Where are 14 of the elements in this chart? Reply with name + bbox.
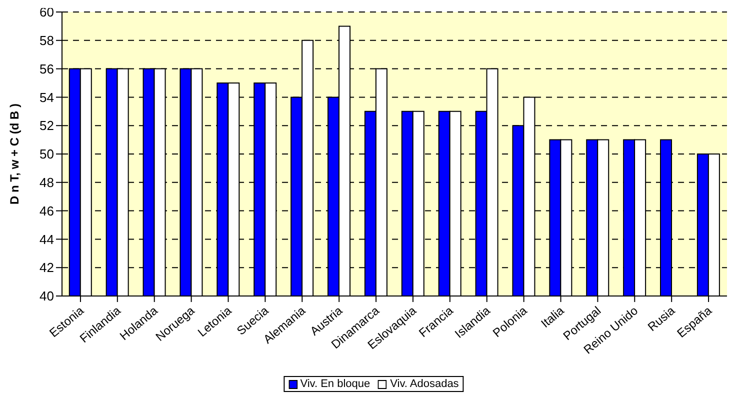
y-tick-label: 54 xyxy=(40,90,54,105)
y-tick-label: 40 xyxy=(40,288,54,304)
y-axis-title: D n T, w + C (d B ) xyxy=(7,104,22,204)
y-tick-label: 58 xyxy=(40,33,54,48)
x-tick-label: Italia xyxy=(538,303,567,331)
y-tick-label: 44 xyxy=(40,232,54,247)
y-tick-label: 46 xyxy=(40,203,54,218)
y-tick-label: 52 xyxy=(40,118,54,134)
legend-label: Viv. En bloque xyxy=(300,378,370,390)
legend-label: Viv. Adosadas xyxy=(390,378,459,390)
y-tick-label: 42 xyxy=(40,260,54,276)
y-tick-label: 48 xyxy=(40,175,54,190)
y-tick-label: 56 xyxy=(40,61,54,76)
y-tick-label: 50 xyxy=(40,146,54,162)
